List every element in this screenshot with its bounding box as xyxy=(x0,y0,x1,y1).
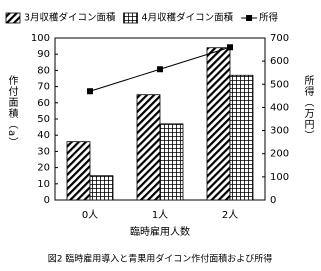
y2-tick-label: 400 xyxy=(270,102,289,113)
y-tick-label: 90 xyxy=(37,49,50,60)
bar xyxy=(66,141,91,201)
legend-marker xyxy=(246,15,253,21)
y-tick-label: 70 xyxy=(37,82,50,93)
bar xyxy=(206,47,231,201)
x-axis-label: 臨時雇用人数 xyxy=(130,225,190,238)
bar xyxy=(89,175,114,201)
y-tick-label: 20 xyxy=(37,163,50,174)
y2-tick-label: 600 xyxy=(270,56,289,67)
x-tick-label: 0人 xyxy=(82,209,98,221)
legend-label: 所得 xyxy=(259,12,279,24)
y-tick-label: 50 xyxy=(37,114,50,125)
line-marker xyxy=(157,66,163,73)
legend-swatch xyxy=(5,12,21,24)
y-tick-label: 100 xyxy=(31,33,50,44)
x-tick-label: 1人 xyxy=(152,209,168,221)
line-marker xyxy=(87,88,93,95)
y2-tick-label: 100 xyxy=(270,172,289,183)
caption: 図2 臨時雇用導入と青果用ダイコン作付面積および所得 xyxy=(48,253,273,265)
y2-tick-label: 700 xyxy=(270,33,289,44)
y2-tick-label: 200 xyxy=(270,149,289,160)
y-tick-label: 0 xyxy=(44,195,50,206)
y2-tick-label: 500 xyxy=(270,79,289,90)
y-tick-label: 40 xyxy=(37,130,50,141)
x-tick-label: 2人 xyxy=(222,209,238,221)
y-tick-label: 60 xyxy=(37,98,50,109)
y2-axis-label: 所得（万円） xyxy=(302,75,314,141)
y2-tick-label: 0 xyxy=(270,195,276,206)
legend-label: 4月収穫ダイコン面積 xyxy=(142,12,234,24)
y-tick-label: 80 xyxy=(37,65,50,76)
bar xyxy=(229,74,254,201)
y-axis-label: 作付面積（a） xyxy=(6,75,18,148)
legend-swatch xyxy=(123,12,138,24)
y-tick-label: 10 xyxy=(37,179,50,190)
y-tick-label: 30 xyxy=(37,146,50,157)
y2-tick-label: 300 xyxy=(270,126,289,137)
legend-label: 3月収穫ダイコン面積 xyxy=(24,12,116,24)
bar xyxy=(159,123,184,201)
bar xyxy=(136,94,161,201)
line-marker xyxy=(227,44,233,51)
